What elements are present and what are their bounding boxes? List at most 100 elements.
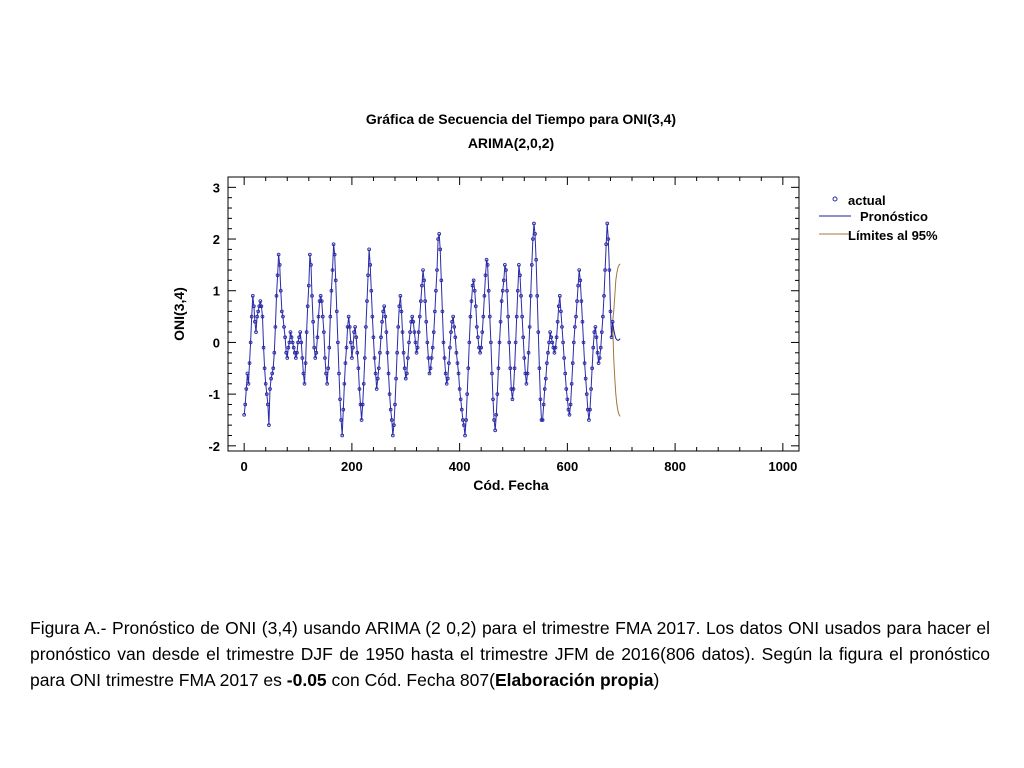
actual-data-point [397, 304, 402, 309]
actual-data-point [486, 288, 491, 293]
actual-data-point [260, 314, 265, 319]
actual-data-point [374, 387, 379, 391]
actual-data-point [406, 356, 410, 360]
actual-data-point [305, 304, 310, 309]
actual-data-point [501, 278, 506, 283]
actual-data-point [286, 345, 291, 350]
actual-data-point [454, 350, 459, 355]
actual-data-point [448, 345, 452, 350]
actual-data-point [447, 361, 451, 365]
x-tick-label: 0 [241, 459, 248, 474]
actual-data-point [354, 335, 359, 340]
actual-data-point [259, 304, 264, 309]
actual-data-point [520, 314, 524, 319]
actual-data-point [554, 335, 559, 340]
actual-data-point [248, 340, 253, 345]
actual-data-point [420, 283, 424, 288]
actual-data-point [261, 345, 266, 350]
actual-data-point [359, 418, 364, 422]
actual-data-point [346, 314, 351, 319]
caption-text-end: ) [653, 669, 660, 690]
actual-data-point [270, 371, 275, 376]
y-tick-label: 1 [213, 284, 220, 299]
actual-data-point [473, 304, 478, 309]
actual-data-point [308, 252, 312, 257]
actual-data-point [387, 392, 392, 396]
actual-data-point [313, 356, 318, 360]
actual-data-point [511, 387, 516, 391]
actual-data-point [409, 319, 414, 324]
actual-data-point [514, 314, 519, 319]
actual-data-point [310, 294, 314, 298]
actual-data-point [424, 319, 429, 324]
actual-data-point [609, 335, 614, 340]
actual-data-point [475, 325, 479, 329]
actual-data-point [332, 252, 337, 257]
actual-data-point [372, 356, 377, 360]
lower-limit-line [612, 321, 621, 417]
actual-data-point [312, 345, 317, 350]
actual-data-point [380, 319, 384, 324]
actual-data-point [309, 263, 313, 267]
actual-data-point [303, 361, 308, 365]
actual-data-point [567, 412, 572, 417]
actual-data-point [343, 361, 348, 365]
actual-data-point [552, 350, 557, 355]
actual-data-point [560, 325, 564, 329]
actual-data-point [423, 299, 428, 303]
actual-data-point [408, 330, 412, 334]
actual-data-point [529, 263, 534, 267]
actual-data-point [316, 314, 321, 319]
actual-data-point [401, 350, 406, 355]
actual-data-point [533, 232, 537, 236]
x-axis-label: Cód. Fecha [473, 477, 549, 493]
actual-data-point [532, 221, 536, 226]
actual-data-point [574, 314, 578, 319]
actual-data-point [440, 309, 445, 314]
actual-data-point [581, 340, 586, 345]
actual-data-point [523, 371, 528, 376]
actual-data-point [555, 319, 560, 324]
actual-data-point [602, 294, 606, 298]
actual-data-point [477, 345, 481, 350]
actual-data-point [418, 299, 423, 303]
actual-data-point [566, 407, 571, 412]
figure-caption: Figura A.- Pronóstico de ONI (3,4) usand… [30, 615, 990, 693]
actual-data-point [507, 340, 512, 345]
actual-data-point [487, 314, 492, 319]
actual-data-point [315, 335, 320, 340]
actual-data-point [464, 418, 468, 422]
actual-data-point [422, 278, 426, 283]
actual-data-point [576, 283, 580, 288]
actual-data-point [597, 356, 602, 360]
caption-text-continued: con Cód. Fecha 807( [326, 669, 495, 690]
legend-label-actual: actual [848, 193, 886, 208]
actual-data-point [543, 376, 548, 381]
actual-data-point [549, 335, 554, 340]
actual-data-point [339, 418, 343, 422]
plot-axes: 0 200 400 600 800 1000 -2 -1 0 1 2 3 [208, 176, 800, 474]
actual-data-point [599, 330, 604, 334]
actual-data-point [429, 356, 434, 360]
actual-data-point [388, 407, 393, 412]
actual-data-point [415, 345, 420, 350]
actual-data-point [351, 345, 355, 350]
actual-data-point [249, 314, 254, 319]
actual-data-point [368, 263, 373, 267]
actual-data-point [438, 247, 443, 252]
actual-data-point [541, 402, 546, 407]
actual-data-point [494, 412, 499, 417]
actual-data-point [482, 294, 487, 298]
actual-data-point [457, 387, 462, 391]
actual-data-point [403, 376, 408, 381]
actual-data-point [392, 423, 396, 428]
actual-data-point [404, 371, 409, 376]
actual-data-point [347, 325, 352, 329]
actual-data-point [449, 330, 453, 334]
actual-data-point [414, 350, 419, 355]
actual-data-point [353, 325, 357, 329]
actual-data-point [334, 309, 339, 314]
actual-data-point [594, 335, 599, 340]
actual-data-point [338, 397, 342, 402]
actual-data-point [395, 350, 399, 355]
